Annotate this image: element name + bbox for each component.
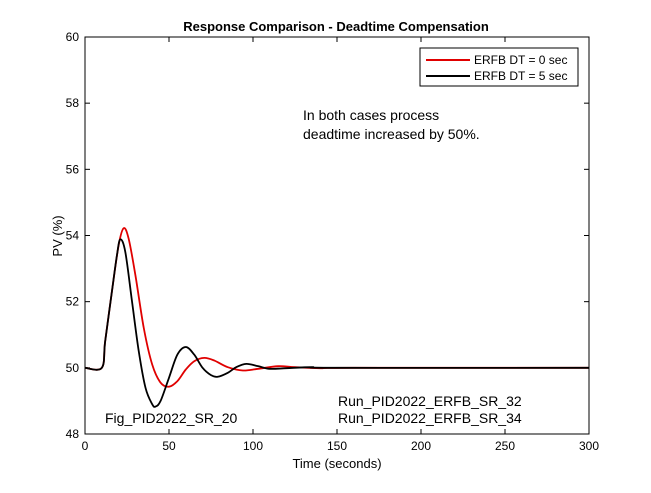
- y-tick-label: 56: [66, 162, 80, 176]
- x-tick-label: 0: [82, 439, 89, 453]
- legend-box: [419, 47, 579, 87]
- annotation-run1: Run_PID2022_ERFB_SR_32: [338, 393, 522, 409]
- annotation-run2: Run_PID2022_ERFB_SR_34: [338, 410, 522, 426]
- plot-area: [84, 36, 590, 435]
- y-tick-label: 48: [66, 427, 80, 441]
- annotation-fig-id: Fig_PID2022_SR_20: [105, 410, 238, 426]
- x-tick-label: 300: [579, 439, 599, 453]
- x-axis-label: Time (seconds): [292, 456, 381, 471]
- y-tick-label: 58: [66, 96, 80, 110]
- x-tick-label: 50: [162, 439, 176, 453]
- x-tick-label: 100: [243, 439, 263, 453]
- legend-label-1: ERFB DT = 5 sec: [474, 69, 567, 83]
- x-tick-label: 150: [327, 439, 347, 453]
- y-tick-label: 54: [66, 229, 80, 243]
- y-axis-label: PV (%): [50, 215, 65, 256]
- x-tick-label: 200: [411, 439, 431, 453]
- series-line-0: [84, 227, 590, 388]
- x-tick-label: 250: [495, 439, 515, 453]
- y-tick-label: 52: [66, 295, 80, 309]
- chart-title: Response Comparison - Deadtime Compensat…: [183, 19, 489, 34]
- annotation-note-line1: In both cases process: [303, 107, 439, 123]
- legend-label-0: ERFB DT = 0 sec: [474, 53, 567, 67]
- series-line-1: [84, 238, 590, 408]
- y-tick-label: 50: [66, 361, 80, 375]
- legend: ERFB DT = 0 sec ERFB DT = 5 sec: [419, 47, 579, 87]
- y-tick-label: 60: [66, 30, 80, 44]
- annotation-note-line2: deadtime increased by 50%.: [303, 126, 480, 142]
